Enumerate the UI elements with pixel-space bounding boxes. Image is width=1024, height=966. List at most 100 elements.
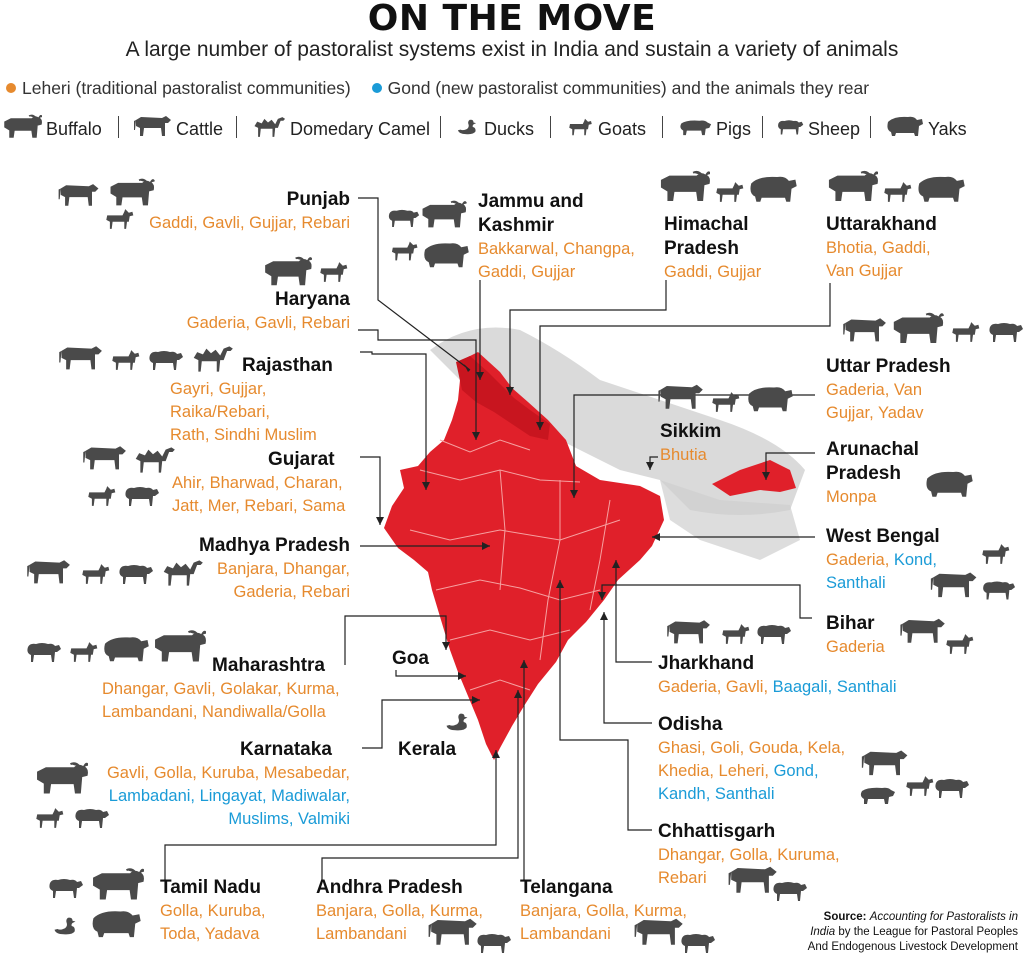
page-title: ON THE MOVE bbox=[367, 0, 657, 39]
camel-icon bbox=[135, 447, 175, 473]
sikkim-animals bbox=[658, 384, 793, 412]
legend-cattle: Cattle bbox=[132, 114, 223, 142]
state-tn: Tamil Nadu Golla, Kuruba, Toda, Yadava bbox=[160, 877, 266, 943]
buffalo-icon bbox=[660, 170, 710, 201]
leader-lines bbox=[164, 197, 831, 880]
state-telangana: Telangana Banjara, Golla, Kurma, Lamband… bbox=[520, 877, 687, 943]
sheep-icon bbox=[757, 625, 791, 644]
state-ap: Andhra Pradesh Banjara, Golla, Kurma, La… bbox=[316, 877, 483, 943]
odisha-animals bbox=[860, 750, 969, 804]
sheep-icon bbox=[125, 487, 159, 506]
sheep-icon bbox=[935, 779, 969, 798]
india-northeast bbox=[712, 460, 796, 496]
state-mp: Madhya Pradesh Banjara, Dhangar, Gaderia… bbox=[199, 535, 350, 601]
cattle-icon bbox=[861, 750, 908, 776]
up-animals bbox=[843, 312, 1023, 344]
yak-icon bbox=[424, 243, 469, 268]
goat-icon bbox=[952, 322, 980, 342]
tn-animals bbox=[49, 868, 144, 938]
himalaya-relief bbox=[430, 327, 805, 515]
state-himachal: Himachal Pradesh Gaddi, Gujjar bbox=[664, 214, 762, 281]
cattle-icon bbox=[58, 184, 99, 206]
sheep-icon bbox=[119, 565, 153, 584]
page-subtitle: A large number of pastoralist systems ex… bbox=[125, 38, 899, 61]
legend-goat: Goats bbox=[564, 114, 646, 142]
buffalo-icon bbox=[893, 312, 944, 344]
jk-animals bbox=[388, 200, 469, 268]
state-sikkim: Sikkim Bhutia bbox=[660, 421, 722, 464]
animal-legend: Buffalo Cattle Domedary Camel Ducks Goat… bbox=[0, 110, 1024, 144]
gond-legend-item: Gond (new pastoralist communities) and t… bbox=[371, 78, 869, 98]
state-karnataka: Karnataka Gavli, Golla, Kuruba, Mesabeda… bbox=[106, 739, 350, 828]
yak-icon bbox=[750, 176, 797, 202]
goat-icon bbox=[320, 262, 348, 282]
yak-icon bbox=[918, 176, 965, 202]
leader-arrows bbox=[376, 364, 770, 758]
duck-icon bbox=[446, 713, 468, 731]
legend-divider bbox=[236, 116, 237, 138]
yak-icon bbox=[748, 387, 793, 412]
yak-icon bbox=[92, 911, 141, 938]
india-mainland bbox=[384, 352, 664, 760]
buffalo-icon bbox=[265, 256, 312, 286]
state-kerala: Kerala bbox=[398, 739, 457, 760]
duck-icon bbox=[54, 917, 76, 935]
source-note: Source: Accounting for Pastoralists in I… bbox=[807, 911, 1018, 953]
goat-icon bbox=[70, 642, 98, 662]
legend-camel: Domedary Camel bbox=[250, 114, 430, 142]
legend-divider bbox=[762, 116, 763, 138]
legend-divider bbox=[870, 116, 871, 138]
goat-icon bbox=[36, 808, 64, 828]
state-goa: Goa bbox=[392, 648, 429, 669]
leheri-legend-item: Leheri (traditional pastoralist communit… bbox=[6, 78, 351, 98]
goat-icon bbox=[884, 182, 912, 202]
state-jharkhand: Jharkhand Gaderia, Gavli, Baagali, Santh… bbox=[658, 653, 897, 696]
goat-icon bbox=[906, 776, 934, 796]
cattle-icon bbox=[658, 384, 703, 409]
community-legend: Leheri (traditional pastoralist communit… bbox=[6, 76, 1021, 100]
legend-divider bbox=[440, 116, 441, 138]
legend-divider bbox=[118, 116, 119, 138]
legend-yak: Yaks bbox=[884, 114, 967, 142]
legend-buffalo: Buffalo bbox=[2, 114, 102, 142]
pig-icon bbox=[860, 787, 895, 804]
goat-icon bbox=[88, 486, 116, 506]
sheep-icon bbox=[49, 879, 83, 898]
goat-icon bbox=[716, 182, 744, 202]
legend-divider bbox=[662, 116, 663, 138]
orange-dot-icon bbox=[6, 83, 16, 93]
goat-icon bbox=[112, 350, 140, 370]
kerala-animals bbox=[446, 713, 468, 731]
state-wb: West Bengal Gaderia, Kond, Santhali bbox=[826, 526, 940, 592]
sheep-icon bbox=[388, 209, 420, 227]
cattle-icon bbox=[59, 346, 102, 370]
goat-icon bbox=[712, 392, 740, 412]
goat-icon bbox=[391, 241, 418, 261]
state-uttarakhand: Uttarakhand Bhotia, Gaddi, Van Gujjar bbox=[826, 214, 937, 280]
himachal-animals bbox=[660, 170, 797, 202]
state-haryana: Haryana Gaderia, Gavli, Rebari bbox=[186, 289, 350, 332]
buffalo-icon bbox=[422, 200, 468, 228]
state-up: Uttar Pradesh Gaderia, Van Gujjar, Yadav bbox=[826, 356, 951, 422]
cattle-icon bbox=[27, 560, 70, 584]
buffalo-icon bbox=[36, 762, 88, 794]
state-maharashtra: Maharashtra Dhangar, Gavli, Golakar, Kur… bbox=[102, 655, 340, 721]
state-chhattisgarh: Chhattisgarh Dhangar, Golla, Kuruma, Reb… bbox=[658, 821, 840, 887]
goat-icon bbox=[106, 209, 134, 229]
state-borders bbox=[409, 439, 621, 691]
buffalo-icon bbox=[92, 868, 144, 900]
cattle-icon bbox=[83, 446, 126, 470]
sheep-icon bbox=[989, 323, 1023, 342]
state-arunachal: Arunachal Pradesh Monpa bbox=[826, 439, 919, 506]
buffalo-icon bbox=[828, 170, 878, 201]
haryana-animals bbox=[265, 256, 348, 286]
state-punjab: Punjab Gaddi, Gavli, Gujjar, Rebari bbox=[149, 189, 350, 232]
state-rajasthan: Rajasthan Gayri, Gujjar, Raika/Rebari, R… bbox=[170, 355, 333, 444]
state-bihar: Bihar Gaderia bbox=[826, 613, 885, 656]
cattle-icon bbox=[843, 318, 886, 342]
blue-dot-icon bbox=[371, 83, 382, 93]
uttarakhand-animals bbox=[828, 170, 965, 202]
goat-icon bbox=[722, 624, 750, 644]
sheep-icon bbox=[27, 643, 61, 662]
